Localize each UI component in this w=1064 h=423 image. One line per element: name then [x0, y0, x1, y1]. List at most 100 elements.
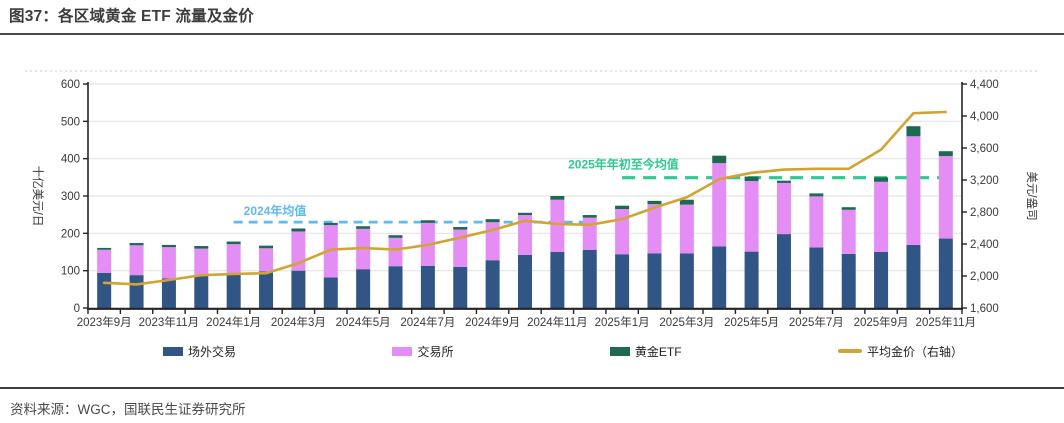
- legend-item: 黄金ETF: [609, 343, 682, 360]
- bar-segment: [453, 266, 468, 308]
- right-axis-title: 美元/盎司: [1025, 171, 1039, 220]
- right-tick-label: 3,200: [970, 175, 999, 187]
- bar-segment: [809, 196, 824, 248]
- header-rule: [0, 33, 1064, 35]
- right-tick-label: 4,000: [970, 111, 999, 123]
- right-tick-label: 4,400: [970, 79, 999, 91]
- bar-segment: [388, 237, 403, 267]
- bar-segment: [874, 177, 889, 182]
- legend-bar-swatch: [392, 346, 413, 356]
- header: 图37：各区域黄金 ETF 流量及金价: [0, 0, 1064, 27]
- legend-label: 场外交易: [188, 344, 237, 359]
- bar-segment: [550, 199, 565, 252]
- bar-segment: [356, 226, 371, 229]
- legend-item: 交易所: [392, 343, 453, 360]
- left-tick-label: 400: [61, 154, 80, 166]
- left-tick-label: 0: [74, 303, 80, 315]
- bar-segment: [485, 219, 500, 223]
- x-tick-label: 2025年9月: [854, 315, 909, 329]
- bar-segment: [388, 266, 403, 308]
- bar-segment: [744, 176, 759, 182]
- bar-segment: [323, 225, 338, 278]
- bar-segment: [323, 277, 338, 308]
- x-tick-label: 2024年3月: [271, 315, 326, 329]
- left-tick-label: 600: [61, 79, 80, 91]
- chart-svg: 2024年均值 2025年年初至今均值 0 100 200 300 400 500 600 1,6…: [25, 70, 1040, 329]
- bar-segment: [615, 254, 630, 308]
- bar-segment: [194, 275, 209, 308]
- bar-segment: [776, 180, 791, 183]
- legend-line-swatch: [837, 349, 862, 353]
- bar-segment: [874, 181, 889, 252]
- bar-segment: [938, 151, 953, 157]
- x-tick-label: 2024年1月: [206, 315, 261, 329]
- bar-segment: [194, 248, 209, 276]
- page-title: 图37：各区域黄金 ETF 流量及金价: [9, 8, 254, 25]
- legend-label: 黄金ETF: [634, 344, 682, 359]
- bar-segment: [291, 228, 306, 232]
- bar-segment: [938, 238, 953, 308]
- bar-segment: [259, 271, 274, 308]
- bar-segment: [582, 217, 597, 250]
- chart-area: 2024年均值 2025年年初至今均值 0 100 200 300 400 500 600 1,6…: [0, 45, 1064, 359]
- left-tick-label: 100: [61, 266, 80, 278]
- bar-segment: [744, 181, 759, 252]
- bar-segment: [259, 245, 274, 249]
- bar-segment: [129, 243, 144, 246]
- bar-segment: [809, 193, 824, 197]
- x-tick-label: 2024年5月: [336, 315, 391, 329]
- x-tick-label: 2025年3月: [659, 315, 714, 329]
- bar-segment: [938, 156, 953, 239]
- bar-segment: [129, 275, 144, 308]
- bar-segment: [226, 244, 241, 275]
- average-label: 2024年均值: [244, 203, 307, 218]
- legend-label: 平均金价（右轴）: [866, 344, 963, 359]
- bar-segment: [518, 212, 532, 216]
- bar-segment: [906, 136, 921, 245]
- bar-segment: [97, 249, 112, 273]
- left-tick-label: 500: [61, 116, 80, 128]
- bar-segment: [679, 253, 694, 308]
- bar-segment: [647, 253, 662, 308]
- bar-segment: [453, 226, 468, 230]
- x-tick-label: 2025年1月: [595, 315, 650, 329]
- bar-segment: [291, 270, 306, 308]
- bar-segment: [906, 244, 921, 308]
- bar-segment: [712, 155, 727, 164]
- bar-segment: [259, 248, 274, 272]
- right-tick-label: 2,000: [970, 271, 999, 283]
- bar-segment: [679, 199, 694, 205]
- bar-segment: [582, 215, 597, 218]
- bar-segment: [841, 253, 856, 308]
- legend-item: 场外交易: [163, 343, 236, 360]
- bar-segment: [161, 244, 176, 248]
- bar-segment: [841, 207, 856, 210]
- bar-segment: [874, 252, 889, 308]
- bar-segment: [679, 204, 694, 254]
- bar-segment: [323, 222, 338, 226]
- bar-segment: [226, 241, 241, 245]
- bar-segment: [356, 269, 371, 308]
- bar-segment: [776, 234, 791, 308]
- bar-segment: [518, 215, 532, 255]
- legend-bar-swatch: [609, 346, 630, 356]
- bar-segment: [161, 247, 176, 279]
- right-tick-label: 2,800: [970, 207, 999, 219]
- x-tick-label: 2025年7月: [789, 315, 844, 329]
- bar-segment: [712, 246, 727, 308]
- x-tick-label: 2024年11月: [527, 315, 588, 329]
- bar-segment: [194, 246, 209, 249]
- left-tick-label: 200: [61, 228, 80, 240]
- bar-segment: [744, 251, 759, 308]
- source-text: 资料来源：WGC，国联民生证券研究所: [10, 402, 246, 417]
- bar-segment: [582, 249, 597, 308]
- bar-segment: [906, 126, 921, 137]
- x-tick-label: 2024年9月: [465, 315, 520, 329]
- bar-segment: [647, 200, 662, 205]
- bar-segment: [518, 254, 532, 308]
- bar-segment: [776, 182, 791, 235]
- bar-segment: [647, 204, 662, 254]
- right-tick-label: 1,600: [970, 303, 999, 315]
- left-tick-label: 300: [61, 191, 80, 203]
- bar-segment: [97, 247, 112, 250]
